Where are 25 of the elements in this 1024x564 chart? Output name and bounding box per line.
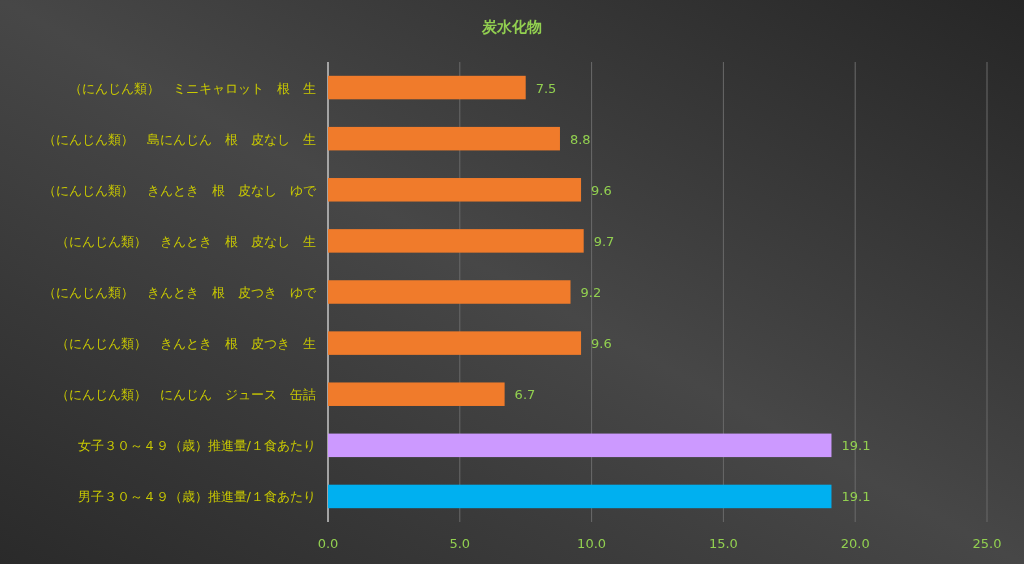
x-tick-label: 5.0 <box>449 536 471 551</box>
x-tick-label: 15.0 <box>708 536 738 551</box>
x-tick-label: 25.0 <box>972 536 1002 551</box>
chart-title: 炭水化物 <box>481 18 542 36</box>
data-label: 19.1 <box>841 438 871 454</box>
data-label: 9.6 <box>591 182 612 198</box>
y-tick-label: （にんじん類） 島にんじん 根 皮なし 生 <box>43 131 316 147</box>
data-label: 9.7 <box>593 233 615 249</box>
data-label: 7.5 <box>535 80 557 96</box>
y-tick-label: （にんじん類） きんとき 根 皮つき ゆで <box>43 285 317 300</box>
data-label: 19.1 <box>841 489 871 505</box>
data-label: 9.2 <box>580 285 602 300</box>
y-tick-label: （にんじん類） ミニキャロット 根 生 <box>69 80 316 96</box>
y-tick-label: （にんじん類） きんとき 根 皮なし ゆで <box>43 182 317 198</box>
x-tick-label: 10.0 <box>577 536 607 551</box>
x-tick-label: 20.0 <box>840 536 870 551</box>
x-tick-label: 0.0 <box>317 536 339 551</box>
data-label: 8.8 <box>569 131 591 147</box>
data-label: 9.6 <box>591 336 612 352</box>
y-tick-label: （にんじん類） きんとき 根 皮つき 生 <box>56 336 316 352</box>
y-tick-label: 男子３０～４９（歳）推進量/１食あたり <box>77 489 316 505</box>
y-tick-label: 女子３０～４９（歳）推進量/１食あたり <box>77 438 316 454</box>
data-label: 6.7 <box>514 387 536 403</box>
y-tick-label: （にんじん類） きんとき 根 皮なし 生 <box>56 233 316 249</box>
y-tick-label: （にんじん類） にんじん ジュース 缶詰 <box>56 387 316 403</box>
